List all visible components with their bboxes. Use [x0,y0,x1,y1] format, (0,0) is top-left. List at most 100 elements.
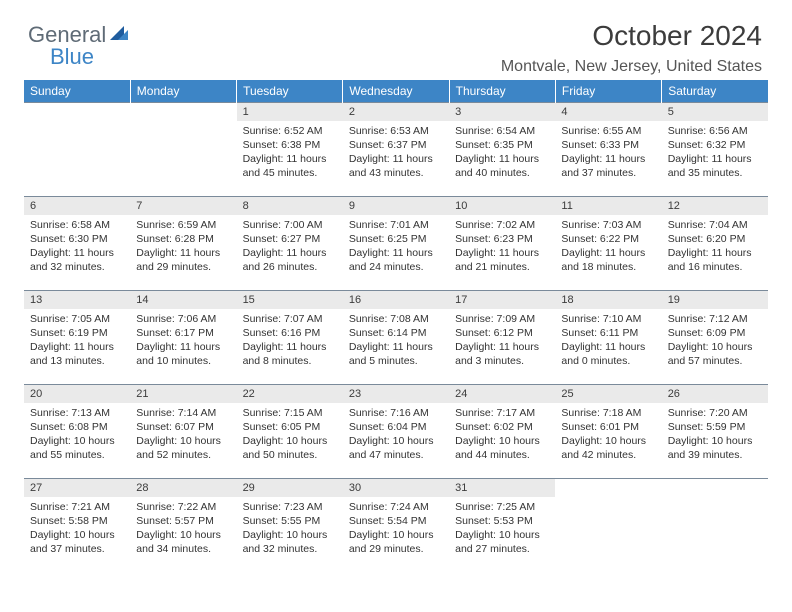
content-row: Sunrise: 7:05 AMSunset: 6:19 PMDaylight:… [24,309,768,385]
sunrise-text: Sunrise: 7:08 AM [349,312,443,326]
day-content-cell: Sunrise: 7:16 AMSunset: 6:04 PMDaylight:… [343,403,449,479]
daynum-row: 13141516171819 [24,291,768,309]
daylight-text: Daylight: 11 hours and 45 minutes. [243,152,337,180]
day-number-cell: 22 [237,385,343,403]
daylight-text: Daylight: 11 hours and 10 minutes. [136,340,230,368]
sunset-text: Sunset: 5:53 PM [455,514,549,528]
sunrise-text: Sunrise: 6:59 AM [136,218,230,232]
sunset-text: Sunset: 6:30 PM [30,232,124,246]
weekday-header: Thursday [449,80,555,103]
daylight-text: Daylight: 11 hours and 0 minutes. [561,340,655,368]
day-content-cell [662,497,768,573]
day-content-cell: Sunrise: 7:17 AMSunset: 6:02 PMDaylight:… [449,403,555,479]
sunset-text: Sunset: 6:19 PM [30,326,124,340]
weekday-header-row: Sunday Monday Tuesday Wednesday Thursday… [24,80,768,103]
sunset-text: Sunset: 6:07 PM [136,420,230,434]
sunset-text: Sunset: 6:01 PM [561,420,655,434]
day-number-cell: 17 [449,291,555,309]
day-content-cell: Sunrise: 6:55 AMSunset: 6:33 PMDaylight:… [555,121,661,197]
sunrise-text: Sunrise: 7:04 AM [668,218,762,232]
day-content-cell: Sunrise: 7:09 AMSunset: 6:12 PMDaylight:… [449,309,555,385]
day-number-cell: 18 [555,291,661,309]
content-row: Sunrise: 6:52 AMSunset: 6:38 PMDaylight:… [24,121,768,197]
daylight-text: Daylight: 11 hours and 35 minutes. [668,152,762,180]
day-number-cell: 28 [130,479,236,497]
daylight-text: Daylight: 11 hours and 40 minutes. [455,152,549,180]
content-row: Sunrise: 6:58 AMSunset: 6:30 PMDaylight:… [24,215,768,291]
daylight-text: Daylight: 11 hours and 3 minutes. [455,340,549,368]
day-content-cell: Sunrise: 7:12 AMSunset: 6:09 PMDaylight:… [662,309,768,385]
sunrise-text: Sunrise: 7:10 AM [561,312,655,326]
day-number-cell: 5 [662,103,768,121]
sunset-text: Sunset: 6:27 PM [243,232,337,246]
sunrise-text: Sunrise: 7:20 AM [668,406,762,420]
day-number-cell: 4 [555,103,661,121]
day-number-cell: 27 [24,479,130,497]
daylight-text: Daylight: 10 hours and 27 minutes. [455,528,549,556]
day-content-cell: Sunrise: 6:59 AMSunset: 6:28 PMDaylight:… [130,215,236,291]
daylight-text: Daylight: 10 hours and 44 minutes. [455,434,549,462]
weekday-header: Wednesday [343,80,449,103]
month-title: October 2024 [501,20,762,52]
daylight-text: Daylight: 11 hours and 43 minutes. [349,152,443,180]
sunrise-text: Sunrise: 7:18 AM [561,406,655,420]
content-row: Sunrise: 7:13 AMSunset: 6:08 PMDaylight:… [24,403,768,479]
weekday-header: Sunday [24,80,130,103]
day-content-cell: Sunrise: 7:23 AMSunset: 5:55 PMDaylight:… [237,497,343,573]
daylight-text: Daylight: 10 hours and 32 minutes. [243,528,337,556]
day-content-cell: Sunrise: 7:20 AMSunset: 5:59 PMDaylight:… [662,403,768,479]
day-number-cell: 20 [24,385,130,403]
day-number-cell: 6 [24,197,130,215]
sunrise-text: Sunrise: 7:12 AM [668,312,762,326]
sunset-text: Sunset: 6:05 PM [243,420,337,434]
sunrise-text: Sunrise: 7:02 AM [455,218,549,232]
daylight-text: Daylight: 11 hours and 32 minutes. [30,246,124,274]
day-content-cell [130,121,236,197]
day-content-cell: Sunrise: 7:03 AMSunset: 6:22 PMDaylight:… [555,215,661,291]
sunset-text: Sunset: 6:28 PM [136,232,230,246]
daylight-text: Daylight: 11 hours and 24 minutes. [349,246,443,274]
daynum-row: 20212223242526 [24,385,768,403]
day-content-cell: Sunrise: 7:05 AMSunset: 6:19 PMDaylight:… [24,309,130,385]
sunset-text: Sunset: 5:54 PM [349,514,443,528]
sunrise-text: Sunrise: 6:54 AM [455,124,549,138]
sunset-text: Sunset: 6:08 PM [30,420,124,434]
sunrise-text: Sunrise: 7:16 AM [349,406,443,420]
sunset-text: Sunset: 6:11 PM [561,326,655,340]
weekday-header: Saturday [662,80,768,103]
day-content-cell: Sunrise: 7:06 AMSunset: 6:17 PMDaylight:… [130,309,236,385]
calendar-table: Sunday Monday Tuesday Wednesday Thursday… [24,80,768,573]
sunset-text: Sunset: 6:02 PM [455,420,549,434]
sunrise-text: Sunrise: 6:52 AM [243,124,337,138]
day-number-cell: 14 [130,291,236,309]
sunrise-text: Sunrise: 7:21 AM [30,500,124,514]
day-number-cell: 1 [237,103,343,121]
day-number-cell: 9 [343,197,449,215]
sunset-text: Sunset: 6:32 PM [668,138,762,152]
day-number-cell: 21 [130,385,236,403]
day-number-cell: 16 [343,291,449,309]
weekday-header: Tuesday [237,80,343,103]
weekday-header: Monday [130,80,236,103]
day-content-cell: Sunrise: 7:15 AMSunset: 6:05 PMDaylight:… [237,403,343,479]
daylight-text: Daylight: 10 hours and 50 minutes. [243,434,337,462]
sunrise-text: Sunrise: 6:53 AM [349,124,443,138]
weekday-header: Friday [555,80,661,103]
day-number-cell: 30 [343,479,449,497]
daylight-text: Daylight: 11 hours and 29 minutes. [136,246,230,274]
day-content-cell: Sunrise: 7:10 AMSunset: 6:11 PMDaylight:… [555,309,661,385]
day-content-cell: Sunrise: 7:18 AMSunset: 6:01 PMDaylight:… [555,403,661,479]
logo-sail-icon [110,24,130,47]
sunset-text: Sunset: 6:25 PM [349,232,443,246]
sunset-text: Sunset: 6:09 PM [668,326,762,340]
sunrise-text: Sunrise: 6:55 AM [561,124,655,138]
sunrise-text: Sunrise: 7:01 AM [349,218,443,232]
day-content-cell: Sunrise: 7:24 AMSunset: 5:54 PMDaylight:… [343,497,449,573]
sunrise-text: Sunrise: 7:24 AM [349,500,443,514]
sunset-text: Sunset: 6:14 PM [349,326,443,340]
daylight-text: Daylight: 11 hours and 16 minutes. [668,246,762,274]
daylight-text: Daylight: 10 hours and 37 minutes. [30,528,124,556]
sunrise-text: Sunrise: 7:17 AM [455,406,549,420]
sunset-text: Sunset: 6:17 PM [136,326,230,340]
day-content-cell: Sunrise: 7:13 AMSunset: 6:08 PMDaylight:… [24,403,130,479]
